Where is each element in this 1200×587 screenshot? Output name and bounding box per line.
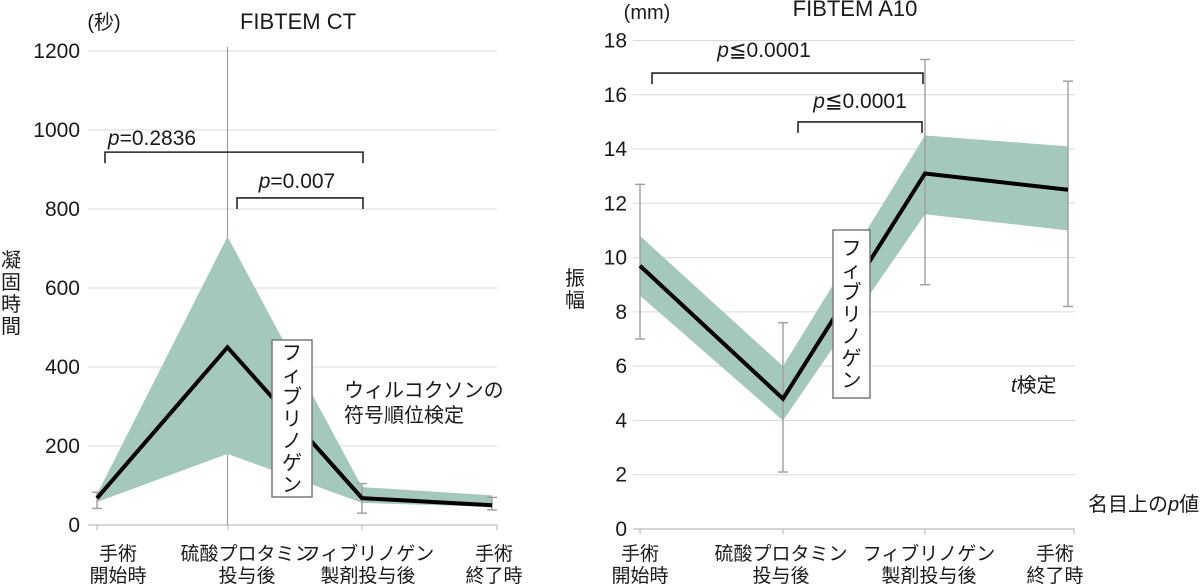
- x-category-label: 製剤投与後: [320, 565, 415, 587]
- y-tick-label: 12: [604, 192, 627, 215]
- y-tick-label: 0: [68, 514, 80, 537]
- x-category-label: 製剤投与後: [881, 565, 976, 587]
- p-value-label: p≦0.0001: [812, 90, 907, 113]
- y-tick-label: 400: [45, 356, 80, 379]
- x-category-label: 投与後: [218, 565, 275, 587]
- x-category-label: 終了時: [1026, 565, 1083, 587]
- x-category-label: 開始時: [611, 565, 668, 587]
- y-tick-label: 4: [615, 409, 627, 432]
- x-category-label: 硫酸プロタミン: [180, 543, 313, 565]
- fibrinogen-annotation-box: [832, 229, 871, 399]
- y-tick-label: 200: [45, 435, 80, 458]
- x-category-label: 硫酸プロタミン: [714, 543, 847, 565]
- fibtem-ct-chart: 020040060080010001200手術開始時硫酸プロタミン投与後フィブリ…: [1, 9, 523, 587]
- x-category-label: フィブリノゲン: [863, 542, 996, 565]
- y-tick-label: 16: [604, 84, 627, 107]
- y-axis-unit: (秒): [87, 11, 120, 34]
- x-category-label: 手術: [475, 543, 513, 565]
- y-tick-label: 1200: [33, 40, 80, 63]
- significance-bracket: [797, 121, 923, 133]
- y-axis-label: 凝固時間: [1, 249, 21, 338]
- nominal-p-note: 名目上のp値: [1088, 493, 1199, 516]
- y-tick-label: 8: [615, 301, 627, 324]
- y-tick-label: 600: [45, 277, 80, 300]
- x-category-label: 手術: [1036, 543, 1074, 565]
- chart-title: FIBTEM A10: [793, 0, 918, 21]
- significance-bracket: [651, 72, 924, 85]
- x-category-label: フィブリノゲン: [302, 542, 435, 565]
- y-axis-label: 振幅: [565, 267, 585, 312]
- x-category-label: 手術: [99, 543, 137, 565]
- test-method-note: 符号順位検定: [344, 404, 464, 427]
- x-category-label: 手術: [621, 543, 659, 565]
- significance-bracket: [104, 151, 364, 164]
- y-tick-label: 18: [604, 30, 627, 53]
- p-value-label: p=0.007: [258, 170, 336, 193]
- fibtem-a10-chart: 024681012141618手術開始時硫酸プロタミン投与後フィブリノゲン製剤投…: [565, 0, 1199, 587]
- test-method-note: ウィルコクソンの: [344, 379, 504, 402]
- y-tick-label: 10: [604, 247, 627, 270]
- y-tick-label: 0: [615, 518, 627, 541]
- x-category-label: 開始時: [89, 565, 146, 587]
- y-tick-label: 800: [45, 198, 80, 221]
- y-tick-label: 2: [615, 464, 627, 487]
- y-tick-label: 1000: [33, 119, 80, 142]
- test-method-note: t検定: [1011, 374, 1057, 397]
- significance-bracket: [236, 197, 364, 209]
- y-tick-label: 6: [615, 355, 627, 378]
- p-value-label: p=0.2836: [107, 127, 196, 150]
- x-category-label: 投与後: [752, 565, 809, 587]
- fibrinogen-annotation-label: フィブリノゲン: [842, 238, 862, 392]
- y-tick-label: 14: [604, 138, 628, 161]
- y-axis-unit: (mm): [624, 2, 671, 24]
- fibrinogen-annotation-label: フィブリノゲン: [282, 343, 302, 497]
- p-value-label: p≦0.0001: [716, 39, 811, 62]
- x-category-label: 終了時: [465, 565, 522, 587]
- chart-title: FIBTEM CT: [240, 9, 356, 34]
- fibrinogen-annotation-box: [271, 339, 313, 498]
